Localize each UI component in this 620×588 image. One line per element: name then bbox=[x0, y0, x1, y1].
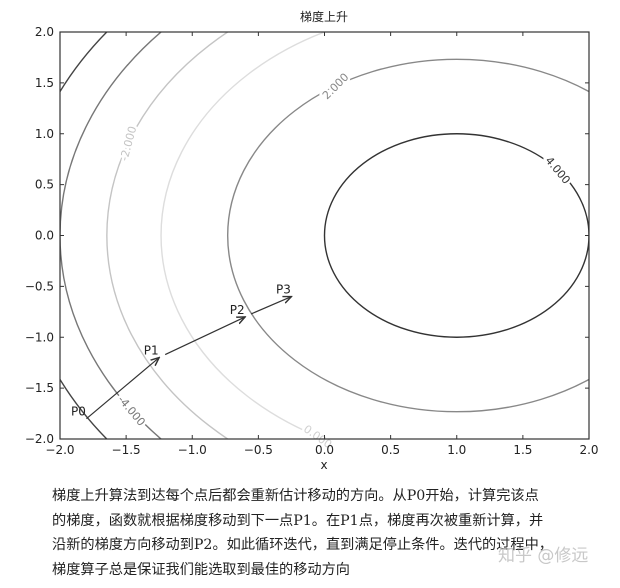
x-tick-label: 1.0 bbox=[447, 443, 466, 457]
x-tick-label: 1.5 bbox=[513, 443, 532, 457]
contour-label: -2.000 bbox=[118, 125, 140, 163]
y-tick-label: −2.0 bbox=[25, 432, 54, 446]
contour-line bbox=[160, 32, 589, 439]
x-tick-label: 2.0 bbox=[579, 443, 598, 457]
y-tick-label: 1.0 bbox=[35, 127, 54, 141]
contour-line bbox=[106, 32, 229, 439]
x-tick-label: −2.0 bbox=[45, 443, 74, 457]
gradient-arrow bbox=[250, 297, 291, 315]
contour-line bbox=[227, 58, 589, 413]
caption-line: 梯度算子总是保证我们能选取到最佳的移动方向 bbox=[52, 561, 350, 578]
point-label: P3 bbox=[276, 283, 291, 297]
x-tick-label: 0.0 bbox=[315, 443, 334, 457]
gradient-arrow bbox=[86, 358, 159, 420]
x-tick-label: −1.5 bbox=[112, 443, 141, 457]
x-tick-label: −0.5 bbox=[244, 443, 273, 457]
contour-label: 2.000 bbox=[320, 71, 351, 102]
x-axis-label: x bbox=[320, 458, 327, 472]
contour-line bbox=[323, 133, 589, 338]
x-tick-label: 0.5 bbox=[381, 443, 400, 457]
caption: 梯度上升算法到达每个点后都会重新估计移动的方向。从P0开始，计算完该点 的梯度，… bbox=[52, 484, 612, 582]
y-tick-label: −0.5 bbox=[25, 279, 54, 293]
y-tick-label: 1.5 bbox=[35, 76, 54, 90]
contour-label: -4.000 bbox=[115, 393, 148, 429]
y-tick-label: 0.0 bbox=[35, 229, 54, 243]
point-label: P2 bbox=[230, 303, 245, 317]
y-tick-label: 0.5 bbox=[35, 178, 54, 192]
watermark: 知乎 @修远 bbox=[498, 546, 589, 566]
caption-line: 的梯度，函数就根据梯度移动到下一点P1。在P1点，梯度再次被重新计算，并 bbox=[52, 512, 544, 529]
gradient-arrow bbox=[164, 317, 245, 356]
contour-line bbox=[60, 32, 108, 439]
contour-label: 4.000 bbox=[543, 154, 573, 186]
y-tick-label: −1.5 bbox=[25, 381, 54, 395]
caption-line: 沿新的梯度方向移动到P2。如此循环迭代，直到满足停止条件。迭代的过程中， bbox=[52, 537, 553, 553]
point-label: P0 bbox=[71, 405, 86, 419]
caption-line: 梯度上升算法到达每个点后都会重新估计移动的方向。从P0开始，计算完该点 bbox=[52, 488, 539, 504]
y-tick-label: −1.0 bbox=[25, 330, 54, 344]
y-tick-label: 2.0 bbox=[35, 25, 54, 39]
point-label: P1 bbox=[144, 344, 159, 358]
x-tick-label: −1.0 bbox=[178, 443, 207, 457]
chart-title: 梯度上升 bbox=[300, 9, 348, 24]
